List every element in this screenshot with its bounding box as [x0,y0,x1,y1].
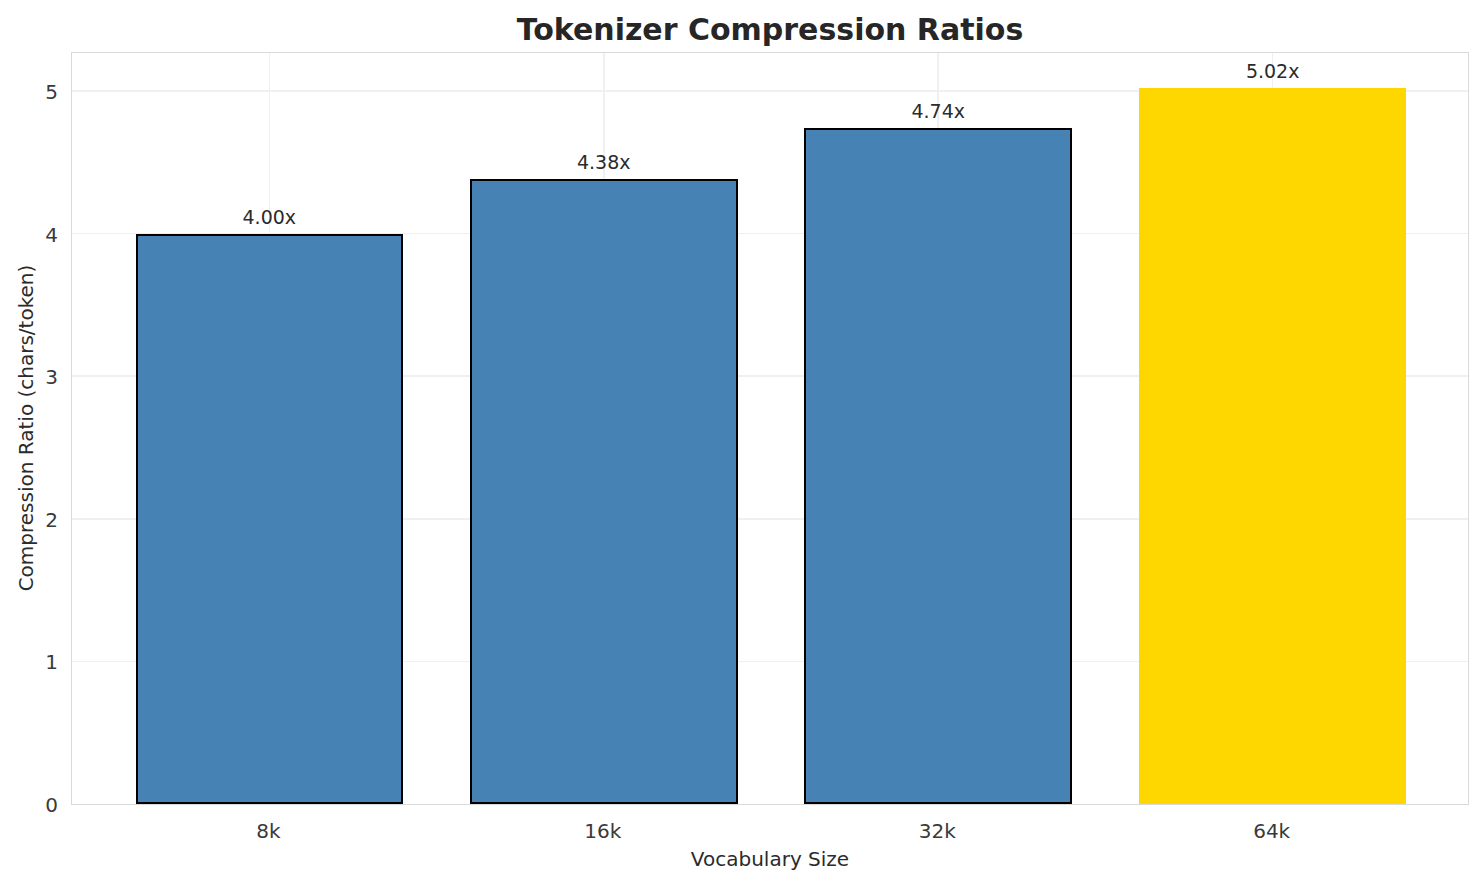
y-tick-label: 1 [0,649,58,675]
x-tick-label: 64k [1212,818,1332,844]
bar-value-label: 5.02x [1213,60,1333,82]
plot-area: 4.00x 4.38x 4.74x 5.02x [71,52,1469,805]
y-tick-label: 0 [0,792,58,818]
chart-title: Tokenizer Compression Ratios [71,8,1469,52]
bar-value-label: 4.74x [878,100,998,122]
y-tick-label: 5 [0,79,58,105]
y-axis-label: Compression Ratio (chars/token) [14,265,38,592]
x-tick-label: 32k [877,818,997,844]
bar [1139,88,1407,804]
x-tick-label: 16k [543,818,663,844]
x-axis-label: Vocabulary Size [71,847,1469,871]
bar [804,128,1072,804]
y-tick-label: 2 [0,507,58,533]
x-tick-label: 8k [208,818,328,844]
y-tick-label: 3 [0,364,58,390]
bar [470,179,738,804]
bar-value-label: 4.00x [209,206,329,228]
bar-value-label: 4.38x [544,151,664,173]
bar [136,234,404,804]
figure: Tokenizer Compression Ratios 4.00x4.38x4… [0,0,1483,885]
y-tick-label: 4 [0,222,58,248]
